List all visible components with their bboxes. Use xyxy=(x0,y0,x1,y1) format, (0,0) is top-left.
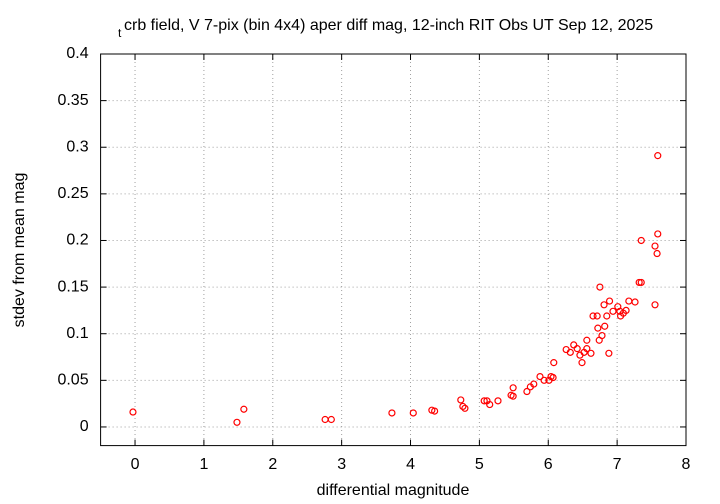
point xyxy=(480,397,488,405)
point xyxy=(637,278,645,287)
y-tick-label: 0.05 xyxy=(57,372,88,389)
y-axis-label: stdev from mean mag xyxy=(11,173,28,328)
point xyxy=(609,307,617,315)
point xyxy=(625,297,633,305)
y-tick-label: 0.25 xyxy=(57,185,88,202)
x-tick-label: 2 xyxy=(268,456,277,473)
point xyxy=(651,301,659,309)
point xyxy=(637,236,645,245)
y-tick-label: 0.1 xyxy=(66,325,88,342)
point xyxy=(509,392,517,400)
point xyxy=(461,404,469,412)
point xyxy=(594,324,602,332)
point xyxy=(589,312,597,320)
point xyxy=(566,348,574,356)
point xyxy=(388,409,396,417)
chart-title-subscript: t xyxy=(118,26,122,40)
point xyxy=(587,349,595,357)
point xyxy=(593,312,601,320)
x-tick-label: 8 xyxy=(682,456,691,473)
point xyxy=(540,376,548,384)
y-tick-label: 0.15 xyxy=(57,278,88,295)
point xyxy=(459,402,467,411)
point xyxy=(550,359,558,367)
point xyxy=(530,380,538,388)
point xyxy=(536,373,544,381)
point xyxy=(654,152,662,160)
plot-frame xyxy=(100,53,687,447)
x-tick-label: 1 xyxy=(199,456,208,473)
x-axis-label: differential magnitude xyxy=(317,482,470,499)
point xyxy=(578,359,586,367)
point xyxy=(601,322,609,330)
point xyxy=(654,230,662,238)
x-tick-label: 5 xyxy=(475,456,484,473)
point xyxy=(409,409,417,417)
point xyxy=(653,249,661,258)
point xyxy=(486,400,494,409)
point xyxy=(321,415,329,424)
y-tick-label: 0.2 xyxy=(66,232,88,249)
point xyxy=(509,384,517,392)
y-tick-label: 0.4 xyxy=(66,45,88,62)
point xyxy=(598,331,606,340)
x-tick-label: 7 xyxy=(613,456,622,473)
point xyxy=(327,415,335,424)
y-tick-label: 0 xyxy=(80,418,89,435)
point xyxy=(603,312,611,320)
x-tick-label: 6 xyxy=(544,456,553,473)
point xyxy=(129,408,137,416)
x-tick-label: 3 xyxy=(337,456,346,473)
point xyxy=(523,387,531,396)
chart-title: crb field, V 7-pix (bin 4x4) aper diff m… xyxy=(124,17,653,34)
point xyxy=(573,345,581,353)
point xyxy=(431,407,439,415)
y-tick-label: 0.3 xyxy=(66,138,88,155)
point xyxy=(631,298,639,306)
point xyxy=(605,297,614,305)
point xyxy=(583,336,591,344)
x-tick-label: 0 xyxy=(131,456,140,473)
point xyxy=(570,341,578,349)
point xyxy=(457,396,465,404)
point xyxy=(622,306,630,315)
point xyxy=(549,373,557,382)
point xyxy=(583,345,591,353)
point xyxy=(600,301,608,309)
y-tick-label: 0.35 xyxy=(57,92,88,109)
point xyxy=(635,278,643,287)
point xyxy=(233,418,241,426)
point xyxy=(494,397,502,405)
point xyxy=(596,283,604,291)
point xyxy=(240,405,248,413)
point xyxy=(651,242,659,250)
point xyxy=(605,349,613,357)
x-tick-label: 4 xyxy=(406,456,415,473)
